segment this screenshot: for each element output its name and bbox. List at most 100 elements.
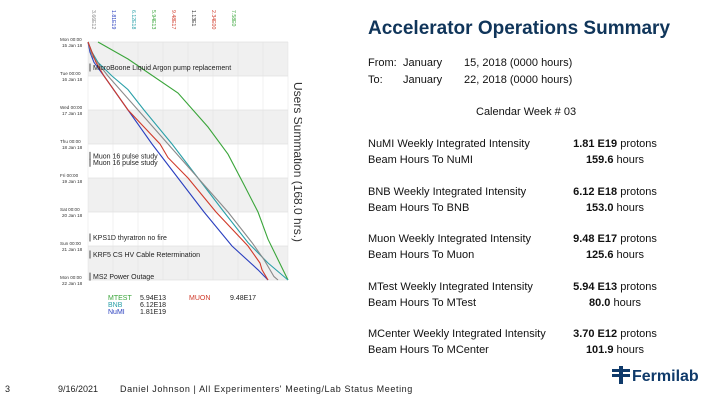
fermilab-logo-text: Fermilab bbox=[632, 368, 699, 385]
stat-line: NuMI Weekly Integrated Intensity bbox=[368, 138, 530, 150]
date-label: 21 Jan 18 bbox=[62, 247, 83, 252]
series-line-muon bbox=[87, 41, 269, 281]
annotation-label: KRF5 CS HV Cable Retermination bbox=[93, 252, 200, 259]
legend-total: 1.81E19 bbox=[140, 309, 166, 316]
annotation-label: MicroBoone Liquid Argon pump replacement bbox=[93, 65, 231, 72]
stat-value: 80.0 bbox=[588, 297, 611, 309]
day-label: Fri 00:00 bbox=[60, 173, 79, 178]
annotation-label: KPS1D thyratron no fire bbox=[93, 235, 167, 242]
top-label: 7.58E0 bbox=[230, 10, 236, 27]
stat-line: MTest Weekly Integrated Intensity bbox=[368, 281, 533, 293]
day-label: Sun 00:00 bbox=[60, 241, 81, 246]
legend-name: NuMI bbox=[108, 309, 125, 316]
date-label: 15 Jan 18 bbox=[62, 43, 83, 48]
stat-line: MCenter Weekly Integrated Intensity bbox=[368, 328, 546, 340]
annotations: MicroBoone Liquid Argon pump replacement… bbox=[89, 63, 231, 281]
stat-value: 125.6 bbox=[585, 249, 614, 261]
stat-bnb-label: BNB Weekly Integrated Intensity Beam Hou… bbox=[368, 184, 526, 216]
stat-line: Muon Weekly Integrated Intensity bbox=[368, 233, 532, 245]
series-line-mcenter bbox=[87, 41, 279, 281]
series-line-bnb bbox=[87, 41, 289, 281]
stat-mcenter-label: MCenter Weekly Integrated Intensity Beam… bbox=[368, 326, 546, 358]
top-label: 1.81E19 bbox=[110, 10, 116, 29]
stat-unit: protons bbox=[620, 328, 657, 340]
fermilab-logo: Fermilab bbox=[612, 366, 699, 386]
footer-date: 9/16/2021 bbox=[58, 384, 99, 394]
date-label: 19 Jan 18 bbox=[62, 179, 83, 184]
stat-value: 101.9 bbox=[585, 344, 614, 356]
stat-mcenter-values: 3.70 E12 protons 101.9 hours bbox=[560, 326, 670, 358]
stat-muon-label: Muon Weekly Integrated Intensity Beam Ho… bbox=[368, 231, 531, 263]
fermilab-logo-icon bbox=[612, 366, 630, 384]
series-lines bbox=[87, 41, 289, 281]
stat-unit: hours bbox=[616, 344, 645, 356]
top-label: 6.12E18 bbox=[130, 10, 136, 29]
day-label: Sat 00:00 bbox=[60, 207, 80, 212]
legend-total: 9.48E17 bbox=[230, 295, 256, 302]
to-label: To: bbox=[368, 74, 383, 86]
legend-total: 6.12E18 bbox=[140, 302, 166, 309]
day-label: Mon 00:00 bbox=[60, 37, 82, 42]
stat-line: Beam Hours To Muon bbox=[368, 249, 475, 261]
annotation-label: MS2 Power Outage bbox=[93, 274, 154, 281]
date-label: 20 Jan 18 bbox=[62, 213, 83, 218]
series-line-numi bbox=[87, 41, 269, 281]
stat-line: Beam Hours To NuMI bbox=[368, 154, 473, 166]
stat-value: 9.48 E17 bbox=[573, 233, 618, 245]
legend-name: MUON bbox=[189, 295, 210, 302]
from-month: January bbox=[403, 57, 443, 69]
page-title: Accelerator Operations Summary bbox=[368, 18, 671, 39]
stat-unit: protons bbox=[620, 186, 657, 198]
stat-numi-label: NuMI Weekly Integrated Intensity Beam Ho… bbox=[368, 136, 530, 168]
day-label: Wed 00:00 bbox=[60, 105, 83, 110]
from-value: 15, 2018 (0000 hours) bbox=[464, 57, 573, 69]
calendar-week: Calendar Week # 03 bbox=[476, 106, 577, 118]
stat-line: Beam Hours To BNB bbox=[368, 202, 470, 214]
side-title: Users Summation (168.0 hrs.) bbox=[291, 82, 302, 242]
annotation-label: Muon 16 pulse study bbox=[93, 160, 158, 167]
stat-line: Beam Hours To MCenter bbox=[368, 344, 489, 356]
legend-name: MTEST bbox=[108, 295, 132, 302]
stat-unit: hours bbox=[616, 249, 645, 261]
footer-credit: Daniel Johnson | All Experimenters' Meet… bbox=[120, 384, 413, 394]
stat-mtest-values: 5.94 E13 protons 80.0 hours bbox=[560, 279, 670, 311]
legend-total: 5.94E13 bbox=[140, 295, 166, 302]
stat-unit: protons bbox=[620, 138, 657, 150]
legend: MTEST5.94E13BNB6.12E18NuMI1.81E19MCenter… bbox=[108, 295, 256, 316]
stat-muon-values: 9.48 E17 protons 125.6 hours bbox=[560, 231, 670, 263]
top-label: 2.34E00 bbox=[210, 10, 216, 29]
stat-unit: protons bbox=[620, 233, 657, 245]
to-month: January bbox=[403, 74, 443, 86]
from-label: From: bbox=[368, 57, 397, 69]
stat-unit: hours bbox=[616, 202, 645, 214]
day-label: Mon 00:00 bbox=[60, 275, 82, 280]
stat-unit: hours bbox=[616, 154, 645, 166]
stat-value: 153.0 bbox=[585, 202, 614, 214]
series-line-mtest bbox=[97, 41, 289, 281]
stat-value: 5.94 E13 bbox=[573, 281, 618, 293]
to-value: 22, 2018 (0000 hours) bbox=[464, 74, 573, 86]
date-label: 16 Jan 18 bbox=[62, 77, 83, 82]
top-label: 5.94E13 bbox=[150, 10, 156, 29]
top-label: 9.48E17 bbox=[170, 10, 176, 29]
top-labels: 3.66E12 1.81E19 6.12E18 5.94E13 9.48E17 1.13E… bbox=[90, 10, 236, 29]
date-label: 17 Jan 18 bbox=[62, 111, 83, 116]
stat-line: BNB Weekly Integrated Intensity bbox=[368, 186, 527, 198]
page-number: 3 bbox=[5, 384, 11, 394]
date-label: 18 Jan 18 bbox=[62, 145, 83, 150]
day-label: Thu 00:00 bbox=[60, 139, 81, 144]
stat-line: Beam Hours To MTest bbox=[368, 297, 477, 309]
stat-value: 159.6 bbox=[585, 154, 614, 166]
stat-value: 3.70 E12 bbox=[573, 328, 618, 340]
day-label: Tue 00:00 bbox=[60, 71, 81, 76]
stat-mtest-label: MTest Weekly Integrated Intensity Beam H… bbox=[368, 279, 533, 311]
annotation-label: Muon 16 pulse study bbox=[93, 153, 158, 160]
stat-unit: protons bbox=[620, 281, 657, 293]
stat-value: 6.12 E18 bbox=[573, 186, 618, 198]
stat-numi-values: 1.81 E19 protons 159.6 hours bbox=[560, 136, 670, 168]
legend-name: BNB bbox=[108, 302, 123, 309]
top-label: 3.66E12 bbox=[90, 10, 96, 29]
top-label: 1.13E1 bbox=[190, 10, 196, 27]
